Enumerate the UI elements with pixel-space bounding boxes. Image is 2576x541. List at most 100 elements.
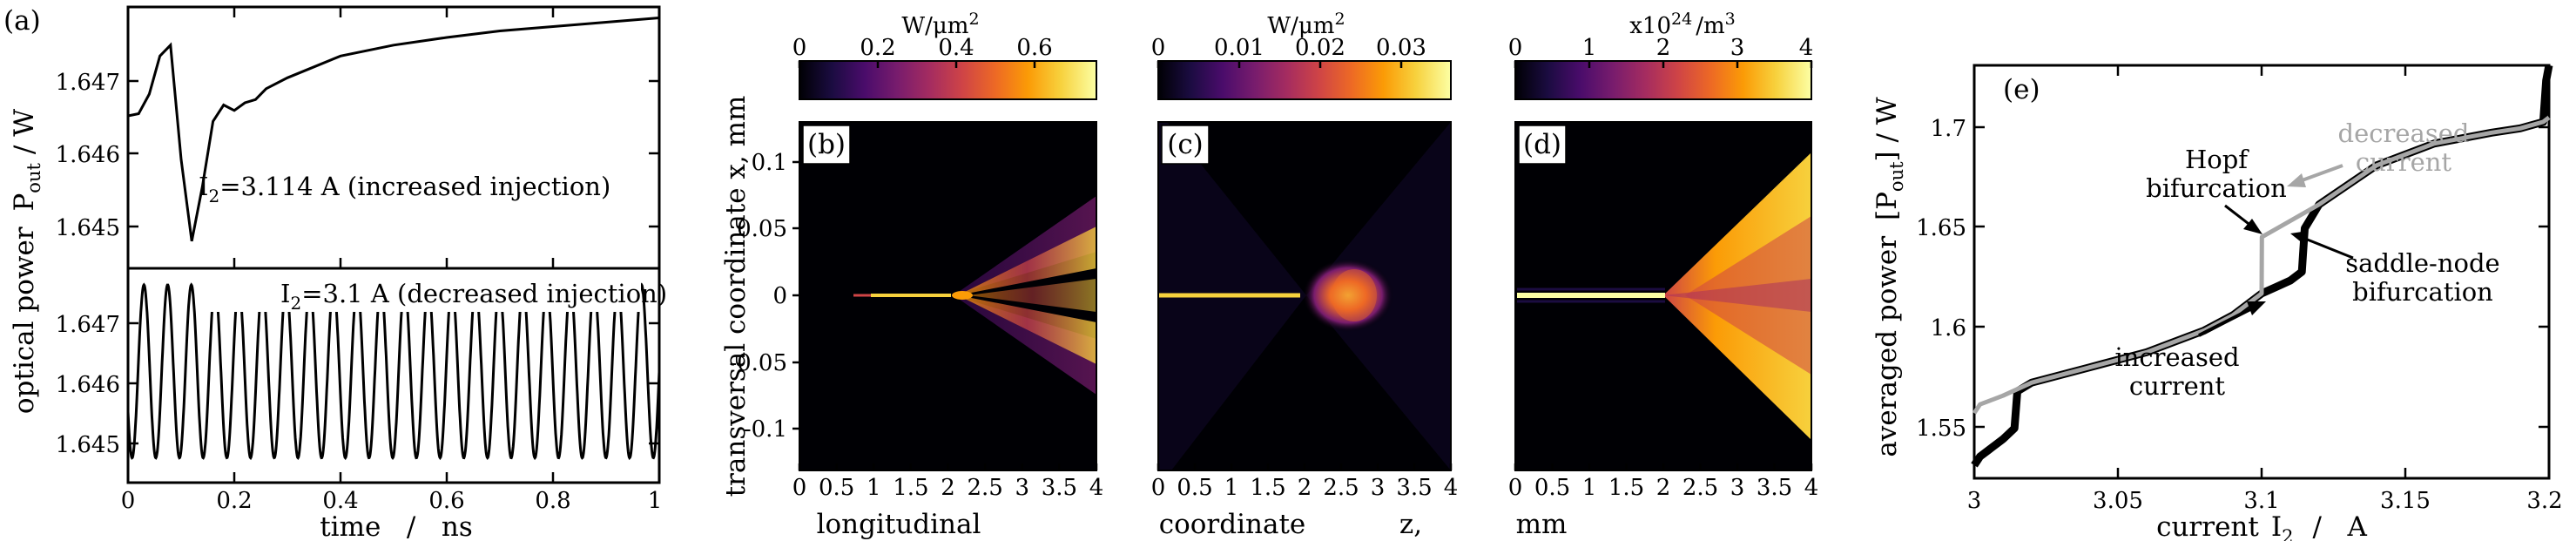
e-xtick-2: 3.1	[2243, 488, 2279, 514]
map-xtick-label: 1	[1224, 475, 1239, 501]
bottom-ytick-2: 1.647	[56, 312, 120, 338]
map-b: (b)	[799, 121, 1097, 471]
saddle-arrowhead	[2290, 231, 2308, 244]
ylabel-p: P	[9, 193, 40, 212]
cb-c-bar	[1157, 60, 1452, 100]
panel-a-bottom-annotation: I2=3.1 A (decreased injection)	[280, 279, 667, 314]
panel-a-xlabel: time / ns	[320, 511, 473, 541]
panel-a-label: (a)	[3, 5, 41, 37]
cb-d-tick-4: 4	[1799, 35, 1814, 61]
annotation-i: I	[280, 279, 290, 308]
map-xtick-label: 1.5	[1608, 475, 1644, 501]
bottom-ytick-0: 1.645	[56, 432, 120, 458]
cb-d-tick-1: 1	[1582, 35, 1597, 61]
panel-a-top-yticks: 1.645 1.646 1.647	[56, 70, 659, 241]
cb-d-tick-0: 0	[1508, 35, 1523, 61]
map-xtick-label: 3.5	[1042, 475, 1077, 501]
increased-arrowhead	[2247, 301, 2266, 315]
panel-a-top-annotation: I2=3.114 A (increased injection)	[199, 172, 610, 206]
cb-b-tick-1: 0.2	[860, 35, 895, 61]
cb-d-tick-2: 2	[1656, 35, 1671, 61]
map-xtick-label: 0.5	[1177, 475, 1212, 501]
saddle-line-1: bifurcation	[2352, 277, 2493, 307]
map-ytick-0: 0.1	[752, 150, 787, 176]
map-xtick-label: 3.5	[1757, 475, 1792, 501]
increased-line-0: increased	[2114, 342, 2239, 372]
hopf-line-1: bifurcation	[2146, 173, 2287, 203]
panel-a-top-trace	[127, 17, 660, 242]
e-ytick-2: 1.65	[1916, 215, 1966, 241]
decreased-arrowhead	[2287, 173, 2306, 187]
ylabel-unit: ] / W	[1871, 97, 1903, 161]
ylabel-text: averaged power	[1871, 236, 1903, 457]
map-xtick-label: 3.5	[1396, 475, 1432, 501]
cb-title-post: /m	[1696, 13, 1724, 39]
top-ytick-1: 1.646	[56, 142, 120, 168]
map-xtick-label: 2.5	[1323, 475, 1359, 501]
e-ytick-1: 1.6	[1931, 315, 1966, 342]
map-xtick-label: 2	[1656, 475, 1671, 501]
panel-e-ticks: 3 3.05 3.1 3.15 3.2 1.55 1.6 1.65 1.7	[1916, 65, 2563, 514]
e-xtick-0: 3	[1967, 488, 1982, 514]
a-xtick-4: 0.8	[535, 488, 570, 514]
map-ytick-3: -0.05	[729, 350, 787, 376]
increased-line-1: current	[2129, 371, 2225, 401]
panel-a: (a) optical power Pout / W 1.645 1.646 1.…	[3, 5, 667, 541]
xlabel-i: I	[2271, 511, 2282, 541]
map-xtick-label: 1	[1582, 475, 1597, 501]
map-xtick-label: 1.5	[1250, 475, 1285, 501]
e-ytick-3: 1.7	[1931, 116, 1966, 142]
map-xtick-label: 0.5	[819, 475, 854, 501]
a-xtick-5: 1	[648, 488, 663, 514]
map-xtick-label: 0	[792, 475, 807, 501]
map-xtick-label: 2.5	[1682, 475, 1718, 501]
cb-c-tick-3: 0.03	[1376, 35, 1426, 61]
xlabel-unit: / A	[2312, 511, 2367, 541]
cb-title-sup: 2	[1334, 10, 1345, 29]
ylabel-p: [P	[1871, 192, 1903, 220]
map-xtick-label: 0.5	[1534, 475, 1570, 501]
a-xtick-0: 0	[121, 488, 136, 514]
colorbar-b: W/μm2 0 0.2 0.4 0.6	[792, 10, 1097, 100]
maps-xlabel-part-2: z,	[1399, 509, 1422, 540]
cb-c-tick-0: 0	[1151, 35, 1166, 61]
map-xtick-label: 3	[1730, 475, 1745, 501]
cb-title-sup: 2	[968, 10, 979, 29]
map-d-label: (d)	[1523, 129, 1561, 160]
panel-a-ylabel: optical power Pout / W	[9, 109, 44, 414]
panel-e-annotations: Hopf bifurcation decreased current saddl…	[2114, 118, 2499, 401]
map-xtick-label: 4	[1089, 475, 1104, 501]
decreased-current-curve	[1972, 115, 2551, 415]
xlabel-pre: current	[2156, 511, 2259, 541]
hopf-line-0: Hopf	[2185, 145, 2249, 174]
maps-xlabel-part-0: longitudinal	[817, 509, 981, 540]
annotation-i: I	[199, 172, 208, 201]
map-ytick-1: 0.05	[737, 216, 787, 242]
maps-xlabel-part-3: mm	[1516, 509, 1568, 540]
cb-b-tick-3: 0.6	[1016, 35, 1052, 61]
top-ytick-2: 1.647	[56, 70, 120, 96]
map-c-label: (c)	[1167, 129, 1204, 160]
xlabel-sub: 2	[2282, 526, 2293, 541]
saddle-line-0: saddle-node	[2345, 248, 2499, 278]
colorbar-c: W/μm2 0 0.01 0.02 0.03	[1151, 10, 1452, 100]
panel-e-ylabel: averaged power [Pout] / W	[1871, 97, 1907, 456]
cb-b-title: W/μm2	[901, 10, 979, 39]
cb-c-title: W/μm2	[1267, 10, 1345, 39]
panel-a-xticks: 0 0.2 0.4 0.6 0.8 1	[121, 7, 663, 514]
map-xtick-label: 0	[1508, 475, 1523, 501]
cb-d-title: x1024/m3	[1629, 10, 1735, 39]
maps-xlabel-part-1: coordinate	[1159, 509, 1306, 540]
annotation-rest: =3.1 A (decreased injection)	[301, 279, 667, 308]
bottom-ytick-1: 1.646	[56, 372, 120, 398]
cb-b-bar	[799, 60, 1097, 100]
maps-xticks: 0 0.5 1 1.5 2 2.5 3 3.5 4 0 0.5 1 1.5 2 2.5 3 3.5 4 0 0.5 1 1…	[792, 463, 1818, 501]
a-xtick-2: 0.4	[322, 488, 358, 514]
annotation-rest: =3.114 A (increased injection)	[219, 172, 610, 201]
ylabel-sub: out	[24, 163, 44, 193]
map-b-label: (b)	[807, 129, 846, 160]
cb-title-main: W/μm	[1267, 13, 1334, 39]
e-xtick-4: 3.2	[2526, 488, 2562, 514]
colorbar-d: x1024/m3 0 1 2 3 4	[1508, 10, 1814, 100]
